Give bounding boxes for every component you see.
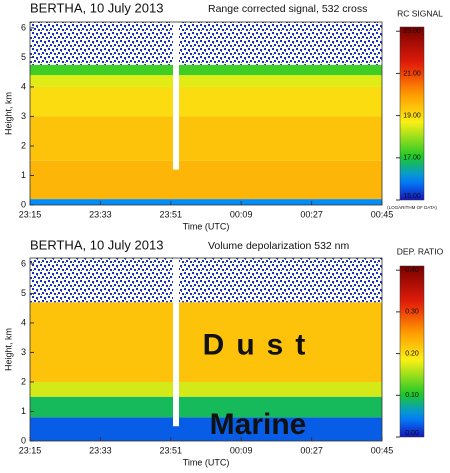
x-tick-label: 00:09 (230, 445, 253, 455)
x-tick-label: 00:45 (371, 445, 394, 455)
colorbar-tick-label: 21.00 (403, 70, 421, 77)
colorbar-tick-label: 0.40 (405, 267, 419, 274)
x-tick-label: 23:51 (160, 209, 183, 219)
plot-frame (29, 257, 383, 442)
signal-layer (30, 22, 382, 65)
colorbar-tick-label: 0.00 (405, 430, 419, 437)
signal-layer (30, 199, 382, 205)
data-gap (173, 258, 179, 427)
colorbar-label: DEP. RATIO (397, 246, 444, 256)
colorbar-tick-label: 19.00 (403, 112, 421, 119)
data-gap (173, 22, 179, 170)
chart-subtitle: Volume depolarization 532 nm (208, 240, 350, 252)
y-tick-label: 6 (21, 258, 26, 268)
colorbar-label: RC SIGNAL (397, 8, 443, 18)
y-tick-label: 0 (21, 435, 26, 445)
colorbar (399, 26, 425, 201)
y-tick-label: 5 (21, 288, 26, 298)
x-tick-label: 00:27 (300, 445, 323, 455)
y-tick-label: 2 (21, 140, 26, 150)
x-tick-label: 23:51 (160, 445, 183, 455)
annotation: Dust (203, 328, 318, 361)
signal-layer (30, 258, 382, 303)
x-tick-label: 23:33 (89, 209, 112, 219)
chart-title: BERTHA, 10 July 2013 (30, 237, 163, 252)
annotation: Marine (210, 408, 307, 441)
colorbar-tick-label: 23.00 (403, 28, 421, 35)
signal-layer (30, 86, 382, 117)
signal-layer (30, 396, 382, 418)
y-tick-label: 5 (21, 52, 26, 62)
y-tick-label: 6 (21, 22, 26, 32)
signal-layer (30, 75, 382, 87)
signal-layer (30, 381, 382, 397)
x-tick-label: 23:15 (19, 209, 42, 219)
x-axis-label: Time (UTC) (183, 221, 230, 231)
chart-title: BERTHA, 10 July 2013 (30, 0, 163, 15)
x-tick-label: 23:15 (19, 445, 42, 455)
x-tick-label: 00:09 (230, 209, 253, 219)
y-tick-label: 3 (21, 111, 26, 121)
x-tick-label: 23:33 (89, 445, 112, 455)
y-axis-label: Height, km (3, 328, 13, 371)
chart-subtitle: Range corrected signal, 532 cross (208, 3, 367, 15)
colorbar-tick-label: 0.20 (405, 350, 419, 357)
y-tick-label: 4 (21, 317, 26, 327)
y-tick-label: 1 (21, 170, 26, 180)
x-tick-label: 00:27 (300, 209, 323, 219)
signal-layer (30, 116, 382, 161)
colorbar-tick-label: 17.00 (403, 155, 421, 162)
plot-frame (29, 21, 383, 206)
y-axis-label: Height, km (3, 92, 13, 135)
y-tick-label: 3 (21, 347, 26, 357)
signal-layer (30, 417, 382, 441)
colorbar-note: (LOGARITHM OF DATA) (387, 205, 437, 210)
y-tick-label: 1 (21, 406, 26, 416)
signal-layer (30, 64, 382, 76)
colorbar (399, 265, 425, 438)
x-axis-label: Time (UTC) (183, 457, 230, 467)
signal-layer (30, 302, 382, 382)
x-tick-label: 00:45 (371, 209, 394, 219)
y-tick-label: 0 (21, 199, 26, 209)
colorbar-tick-label: 0.30 (405, 309, 419, 316)
y-tick-label: 2 (21, 376, 26, 386)
colorbar-tick-label: 0.10 (405, 392, 419, 399)
y-tick-label: 4 (21, 81, 26, 91)
colorbar-tick-label: 15.00 (403, 193, 421, 200)
signal-layer (30, 160, 382, 200)
